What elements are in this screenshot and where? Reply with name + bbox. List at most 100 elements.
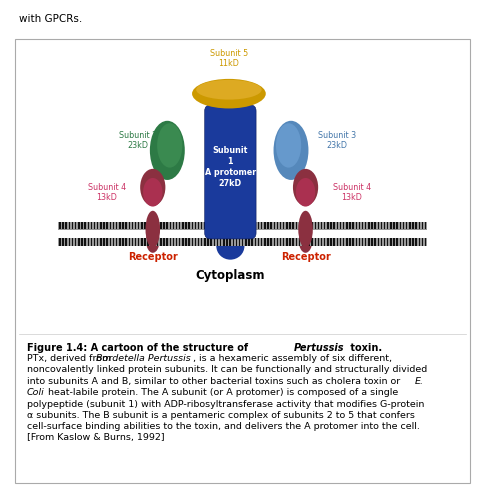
Bar: [138, 238, 139, 246]
Bar: [179, 222, 180, 229]
Bar: [213, 222, 215, 229]
Bar: [377, 222, 378, 229]
Ellipse shape: [145, 211, 160, 248]
Bar: [125, 238, 127, 246]
Bar: [119, 222, 121, 229]
Bar: [157, 222, 158, 229]
Ellipse shape: [298, 211, 312, 248]
Bar: [320, 238, 322, 246]
Bar: [210, 222, 212, 229]
Bar: [166, 238, 167, 246]
Bar: [270, 222, 272, 229]
Bar: [84, 238, 86, 246]
Bar: [339, 222, 341, 229]
Bar: [279, 238, 281, 246]
Bar: [396, 222, 397, 229]
Bar: [226, 238, 227, 246]
Bar: [151, 238, 152, 246]
Bar: [421, 222, 423, 229]
Bar: [188, 222, 190, 229]
Bar: [157, 238, 158, 246]
Text: heat-labile protein. The A subunit (or A protomer) is composed of a single: heat-labile protein. The A subunit (or A…: [45, 388, 397, 397]
Bar: [286, 238, 287, 246]
Bar: [348, 222, 350, 229]
Bar: [418, 222, 419, 229]
Bar: [408, 238, 410, 246]
Bar: [88, 238, 89, 246]
Bar: [396, 238, 397, 246]
Bar: [364, 222, 366, 229]
Bar: [179, 238, 180, 246]
Bar: [229, 222, 230, 229]
Bar: [302, 238, 303, 246]
Bar: [84, 222, 86, 229]
Bar: [116, 222, 117, 229]
Bar: [213, 238, 215, 246]
Bar: [295, 238, 297, 246]
Bar: [267, 222, 268, 229]
Bar: [141, 238, 142, 246]
Ellipse shape: [216, 233, 244, 260]
Bar: [342, 222, 344, 229]
Bar: [160, 238, 161, 246]
Text: Cytoplasm: Cytoplasm: [195, 269, 265, 282]
Bar: [176, 238, 177, 246]
Bar: [138, 222, 139, 229]
Bar: [216, 238, 218, 246]
Bar: [59, 238, 60, 246]
Bar: [289, 222, 290, 229]
Bar: [75, 238, 76, 246]
Bar: [415, 222, 416, 229]
Bar: [235, 238, 237, 246]
Bar: [377, 238, 378, 246]
Bar: [223, 222, 224, 229]
Bar: [113, 222, 114, 229]
Bar: [113, 238, 114, 246]
Bar: [166, 222, 167, 229]
Text: E.: E.: [414, 377, 423, 386]
Bar: [207, 238, 209, 246]
Ellipse shape: [157, 123, 182, 168]
Bar: [346, 222, 347, 229]
Bar: [399, 238, 400, 246]
Bar: [128, 238, 130, 246]
Bar: [58, 238, 426, 246]
Bar: [195, 222, 196, 229]
Bar: [242, 238, 243, 246]
Bar: [295, 222, 297, 229]
Bar: [72, 238, 73, 246]
Bar: [364, 238, 366, 246]
Bar: [308, 238, 309, 246]
Bar: [245, 222, 246, 229]
Bar: [304, 222, 306, 229]
Ellipse shape: [298, 228, 312, 253]
Bar: [69, 222, 70, 229]
Bar: [147, 222, 149, 229]
Bar: [390, 238, 391, 246]
Text: Receptor: Receptor: [128, 252, 177, 262]
Bar: [185, 238, 186, 246]
Bar: [235, 222, 237, 229]
Bar: [371, 238, 372, 246]
Bar: [106, 222, 108, 229]
FancyBboxPatch shape: [204, 105, 256, 239]
Bar: [336, 238, 337, 246]
Bar: [58, 222, 426, 230]
Bar: [336, 222, 337, 229]
Bar: [327, 222, 328, 229]
Bar: [65, 222, 67, 229]
Bar: [91, 222, 92, 229]
Text: toxin.: toxin.: [346, 343, 381, 352]
Bar: [292, 238, 293, 246]
Bar: [393, 238, 394, 246]
Bar: [283, 238, 284, 246]
Bar: [317, 238, 318, 246]
Bar: [220, 222, 221, 229]
Bar: [94, 238, 95, 246]
Text: Subunit 3
23kD: Subunit 3 23kD: [318, 131, 355, 150]
Bar: [380, 222, 381, 229]
Text: cell-surface binding abilities to the toxin, and delivers the A protomer into th: cell-surface binding abilities to the to…: [27, 423, 419, 431]
Bar: [352, 238, 353, 246]
Bar: [141, 222, 142, 229]
Bar: [314, 222, 316, 229]
